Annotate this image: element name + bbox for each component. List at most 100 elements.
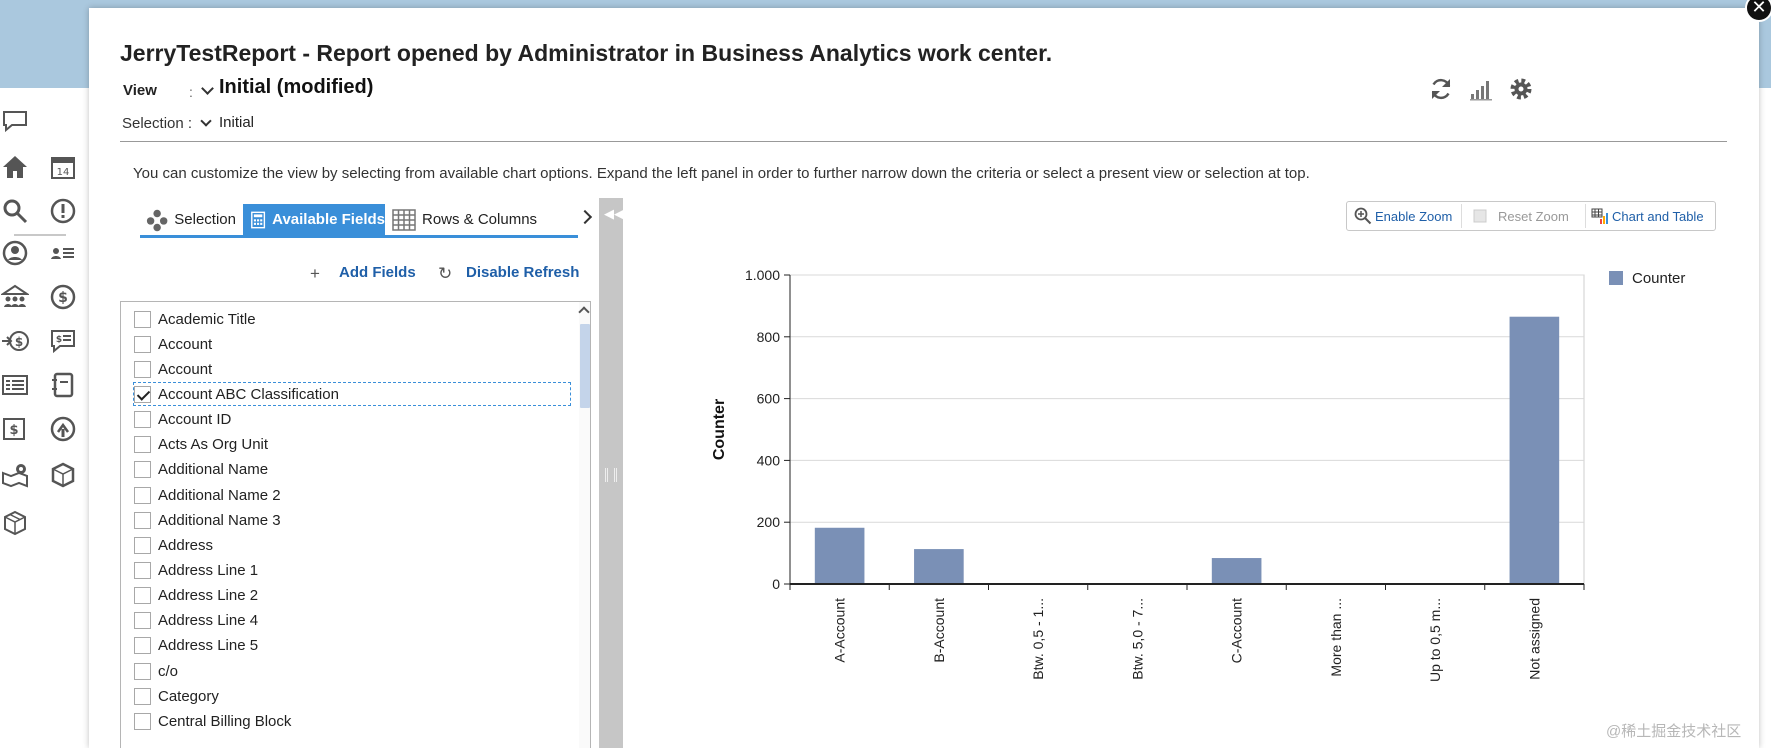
chart-table-icon (1591, 208, 1608, 224)
user-icon[interactable] (0, 238, 30, 268)
field-item[interactable]: Account ID (134, 409, 231, 431)
view-chevron-down-icon[interactable] (201, 82, 214, 95)
field-checkbox[interactable] (134, 712, 151, 730)
tab-available-fields-label: Available Fields (272, 211, 385, 228)
disable-refresh-button[interactable]: Disable Refresh (466, 264, 580, 281)
field-checkbox[interactable] (134, 612, 151, 630)
alert-icon[interactable] (48, 196, 78, 226)
field-item[interactable]: Address Line 5 (134, 635, 258, 657)
field-item[interactable]: Acts As Org Unit (134, 434, 268, 456)
zoom-in-icon (1354, 207, 1372, 225)
field-label: Account ABC Classification (158, 385, 339, 403)
chart-and-table-button[interactable]: Chart and Table (1591, 202, 1704, 230)
available-fields-list: Academic Title Account Account Account ABC … (120, 301, 591, 748)
field-item[interactable]: Academic Title (134, 308, 256, 330)
collapse-left-icon[interactable]: ◀◀ (604, 206, 624, 221)
refresh-icon[interactable] (1428, 76, 1454, 102)
scroll-up-icon[interactable] (578, 306, 590, 318)
field-label: Address Line 2 (158, 587, 259, 605)
enable-zoom-button[interactable]: Enable Zoom (1354, 202, 1452, 230)
add-icon[interactable]: + (310, 264, 320, 283)
box-icon[interactable] (48, 460, 78, 490)
fields-scrollbar[interactable] (578, 302, 590, 748)
tab-available-fields[interactable]: Available Fields (243, 204, 385, 235)
scroll-thumb[interactable] (580, 324, 590, 408)
field-label: Additional Name 2 (158, 486, 281, 504)
field-label: Account ID (158, 411, 232, 429)
gear-icon[interactable] (1508, 76, 1534, 102)
bar-chart-icon[interactable] (1468, 76, 1494, 102)
x-tick-label: B-Account (931, 598, 947, 663)
selection-selector[interactable]: Initial (219, 114, 255, 131)
field-item[interactable]: Account (134, 358, 212, 380)
chart-and-table-label: Chart and Table (1612, 208, 1704, 224)
field-checkbox[interactable] (134, 536, 151, 554)
price-tag-icon[interactable]: $ (48, 326, 78, 356)
svg-text:$: $ (58, 290, 68, 306)
field-item[interactable]: Address Line 4 (134, 610, 258, 632)
tab-rows-columns[interactable]: Rows & Columns (391, 204, 571, 235)
field-label: Additional Name 3 (158, 511, 281, 529)
user-list-icon[interactable] (48, 238, 78, 268)
map-pin-icon[interactable] (0, 460, 30, 490)
field-checkbox[interactable] (134, 511, 151, 529)
refresh-arrows-icon[interactable] (48, 414, 78, 444)
money-transfer-icon[interactable]: $ (0, 326, 30, 356)
field-item[interactable]: Additional Name 3 (134, 509, 281, 531)
field-checkbox[interactable] (134, 335, 151, 353)
search-icon[interactable] (0, 196, 30, 226)
splitter-grip-icon[interactable] (605, 468, 617, 482)
selection-chevron-down-icon[interactable] (200, 115, 212, 127)
refresh-toggle-icon[interactable]: ↻ (438, 264, 453, 283)
field-checkbox[interactable] (134, 436, 151, 454)
team-icon[interactable] (0, 282, 30, 312)
view-selector[interactable]: Initial (modified) (219, 76, 374, 98)
field-checkbox[interactable] (134, 411, 151, 429)
field-checkbox[interactable] (134, 687, 151, 705)
calendar-icon[interactable]: 14 (48, 152, 78, 182)
chat-icon[interactable] (0, 106, 30, 136)
notebook-icon[interactable] (48, 370, 78, 400)
dollar-icon[interactable]: $ (48, 282, 78, 312)
field-checkbox[interactable] (134, 587, 151, 605)
field-checkbox[interactable] (134, 385, 151, 403)
view-colon: : (189, 84, 193, 100)
field-checkbox[interactable] (134, 310, 151, 328)
field-item[interactable]: Central Billing Block (134, 710, 291, 732)
tab-selection[interactable]: Selection (145, 204, 236, 235)
field-item[interactable]: Address Line 1 (134, 560, 258, 582)
field-item[interactable]: Account ABC Classification (133, 382, 571, 407)
panel-tabs: Selection Available Fields Rows & Column… (140, 204, 578, 238)
field-item[interactable]: Account (134, 333, 212, 355)
reset-zoom-button[interactable]: Reset Zoom (1471, 202, 1569, 230)
panel-splitter[interactable]: ◀◀ (599, 198, 624, 748)
reset-zoom-label: Reset Zoom (1498, 208, 1569, 224)
close-icon[interactable]: ✕ (1745, 0, 1771, 22)
field-label: Acts As Org Unit (158, 436, 269, 454)
svg-text:$: $ (56, 335, 62, 345)
package-icon[interactable] (0, 508, 30, 538)
bar (1509, 316, 1560, 584)
field-item[interactable]: Address (134, 534, 213, 556)
field-checkbox[interactable] (134, 562, 151, 579)
svg-text:$: $ (9, 423, 18, 438)
report-modal: JerryTestReport - Report opened by Admin… (89, 8, 1759, 748)
list-icon[interactable] (0, 370, 30, 400)
field-checkbox[interactable] (134, 360, 151, 378)
tab-scroll-right-icon[interactable] (577, 209, 593, 225)
selection-icon (146, 209, 168, 231)
header-divider (120, 141, 1727, 142)
field-item[interactable]: Additional Name 2 (134, 484, 281, 506)
field-checkbox[interactable] (134, 637, 151, 655)
field-item[interactable]: c/o (134, 660, 178, 682)
field-item[interactable]: Address Line 2 (134, 585, 258, 607)
field-checkbox[interactable] (134, 461, 151, 479)
invoice-icon[interactable]: $ (0, 414, 30, 444)
field-checkbox[interactable] (134, 486, 151, 504)
field-item[interactable]: Additional Name (134, 459, 268, 481)
add-fields-button[interactable]: Add Fields (339, 264, 416, 281)
field-checkbox[interactable] (134, 662, 151, 680)
field-item[interactable]: Category (134, 685, 219, 707)
home-icon[interactable] (0, 152, 30, 182)
field-label: Address (158, 536, 214, 554)
